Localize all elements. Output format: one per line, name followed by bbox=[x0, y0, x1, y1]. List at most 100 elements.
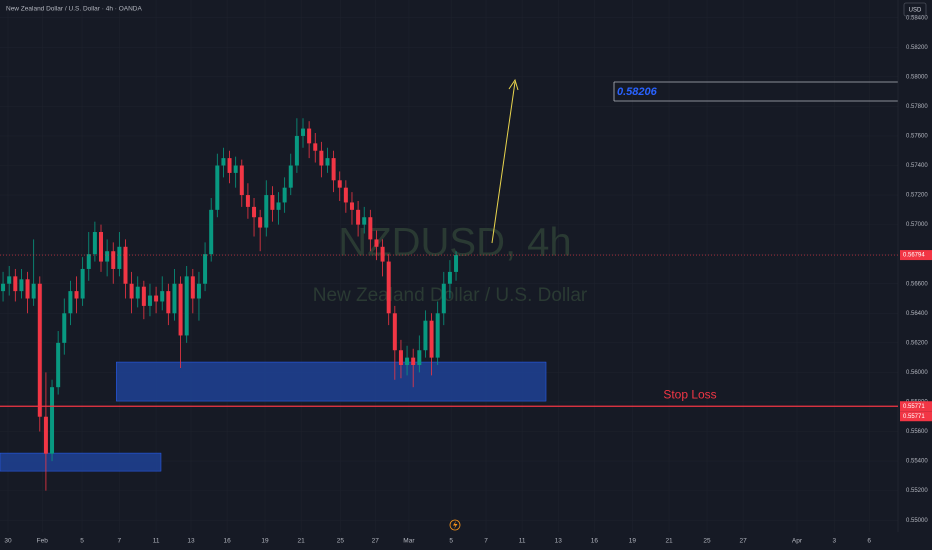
candle-body bbox=[429, 320, 434, 358]
currency-button[interactable] bbox=[903, 2, 927, 17]
x-tick-label: Mar bbox=[403, 538, 415, 545]
stop-loss-badge bbox=[900, 411, 932, 422]
candle-body bbox=[154, 295, 159, 302]
candle-body bbox=[86, 254, 91, 269]
candle-body bbox=[141, 286, 146, 306]
candle-body bbox=[184, 276, 189, 336]
candle-body bbox=[80, 268, 85, 299]
candle-body bbox=[405, 357, 410, 366]
x-tick-label: 19 bbox=[261, 538, 269, 545]
candle-body bbox=[294, 135, 299, 166]
x-tick-label: 11 bbox=[519, 538, 526, 545]
candle-body bbox=[111, 251, 116, 269]
y-tick-label: 0.56400 bbox=[906, 311, 928, 317]
zone bbox=[116, 361, 547, 402]
x-tick-label: 21 bbox=[665, 538, 673, 545]
x-tick-label: Apr bbox=[792, 538, 803, 545]
candle-body bbox=[356, 209, 361, 225]
candle-body bbox=[209, 209, 214, 255]
candle-body bbox=[368, 217, 373, 240]
candle-body bbox=[1, 283, 6, 292]
stop-loss-price-label: 0.55771 bbox=[903, 404, 925, 410]
x-tick-label: 27 bbox=[372, 538, 380, 545]
x-tick-label: 13 bbox=[555, 538, 563, 545]
candle-body bbox=[282, 187, 287, 203]
arrow-line bbox=[491, 81, 516, 244]
x-tick-label: 7 bbox=[484, 538, 488, 545]
candle-body bbox=[447, 271, 452, 284]
candle-body bbox=[392, 313, 397, 351]
zones bbox=[0, 361, 547, 472]
y-tick-label: 0.56200 bbox=[906, 340, 928, 346]
zone bbox=[0, 452, 162, 472]
candle-body bbox=[135, 286, 140, 299]
candle-body bbox=[19, 279, 24, 292]
x-tick-label: 13 bbox=[187, 538, 195, 545]
x-tick-label: 25 bbox=[703, 538, 711, 545]
candle-body bbox=[227, 158, 232, 173]
candle-body bbox=[374, 239, 379, 247]
candle-body bbox=[435, 313, 440, 358]
current-price-label: 0.56794 bbox=[903, 253, 925, 259]
x-tick-label: 5 bbox=[449, 538, 453, 545]
stop-loss-price-label: 0.55771 bbox=[903, 414, 925, 420]
candle-body bbox=[252, 206, 257, 218]
candle-body bbox=[307, 128, 312, 144]
x-tick-label: 25 bbox=[337, 538, 345, 545]
candle-body bbox=[99, 232, 104, 262]
candle-body bbox=[301, 128, 306, 136]
event-icon[interactable] bbox=[449, 519, 461, 531]
candle-body bbox=[454, 255, 459, 272]
y-tick-label: 0.57000 bbox=[906, 222, 928, 228]
candle-body bbox=[129, 283, 134, 299]
event-icon-bolt bbox=[453, 521, 458, 529]
candle-body bbox=[239, 165, 244, 196]
candle-body bbox=[166, 291, 171, 314]
candle-body bbox=[423, 320, 428, 351]
candle-body bbox=[288, 165, 293, 188]
stop-loss-badge bbox=[900, 401, 932, 412]
candle-body bbox=[31, 283, 36, 299]
arrow-head bbox=[508, 78, 519, 91]
price-axis bbox=[898, 0, 932, 550]
candle-body bbox=[362, 217, 367, 225]
candle-body bbox=[117, 246, 122, 269]
axes: 0.550000.552000.554000.556000.558000.560… bbox=[4, 15, 928, 544]
y-tick-label: 0.57800 bbox=[906, 104, 928, 110]
candle-body bbox=[258, 217, 263, 228]
stop-loss-label: Stop Loss bbox=[663, 387, 716, 401]
y-tick-label: 0.58200 bbox=[906, 45, 928, 51]
current-price-badge bbox=[900, 250, 932, 261]
candle-body bbox=[319, 150, 324, 166]
watermark-description: New Zealand Dollar / U.S. Dollar bbox=[313, 285, 588, 306]
candle-body bbox=[386, 261, 391, 314]
candle-body bbox=[398, 350, 403, 366]
currency-label: USD bbox=[909, 8, 922, 14]
candle-body bbox=[196, 283, 201, 299]
x-tick-label: 30 bbox=[4, 538, 12, 545]
candle-body bbox=[264, 195, 269, 228]
x-tick-label: 16 bbox=[591, 538, 599, 545]
candle-body bbox=[172, 283, 177, 314]
candle-body bbox=[313, 143, 318, 151]
candle-body bbox=[417, 350, 422, 366]
candle-body bbox=[160, 291, 165, 302]
candle-body bbox=[441, 283, 446, 314]
candle-body bbox=[233, 165, 238, 173]
chart-title: New Zealand Dollar / U.S. Dollar · 4h · … bbox=[6, 6, 142, 13]
x-tick-label: 27 bbox=[740, 538, 748, 545]
candle-body bbox=[68, 291, 73, 314]
y-tick-label: 0.55600 bbox=[906, 429, 928, 435]
candle-body bbox=[74, 291, 79, 299]
candle-body bbox=[380, 246, 385, 262]
candle-body bbox=[325, 158, 330, 166]
candle-body bbox=[178, 283, 183, 336]
target-label: 0.58206 bbox=[617, 86, 658, 98]
candle-body bbox=[221, 158, 226, 166]
y-tick-label: 0.57200 bbox=[906, 193, 928, 199]
candle-body bbox=[92, 232, 97, 255]
candle-body bbox=[13, 276, 18, 292]
candle-body bbox=[337, 180, 342, 188]
